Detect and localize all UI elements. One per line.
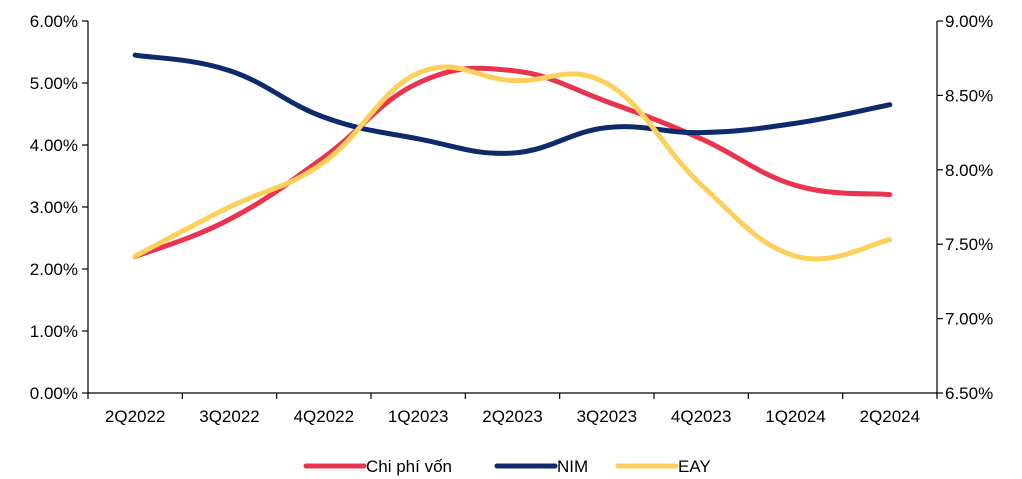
y-right-tick-label: 9.00% — [945, 12, 993, 31]
y-left-tick-label: 1.00% — [30, 322, 78, 341]
series-line-eay — [132, 64, 893, 262]
y-right-tick-label: 7.00% — [945, 310, 993, 329]
y-left-tick-label: 5.00% — [30, 74, 78, 93]
x-tick-label: 4Q2022 — [294, 407, 355, 426]
axes: 0.00% 1.00% 2.00% 3.00% 4.00% 5.00% 6.00% 6.50%… — [30, 12, 993, 426]
y-left-tick-label: 2.00% — [30, 260, 78, 279]
x-tick-label: 2Q2022 — [105, 407, 166, 426]
series-lines — [132, 52, 893, 262]
series-line-chi-phi-von — [132, 65, 893, 260]
x-tick-label: 1Q2024 — [765, 407, 826, 426]
x-tick-label: 2Q2024 — [860, 407, 921, 426]
y-right-tick-label: 7.50% — [945, 235, 993, 254]
x-tick-label: 3Q2023 — [577, 407, 638, 426]
x-tick-label: 4Q2023 — [671, 407, 732, 426]
y-right-tick-label: 6.50% — [945, 384, 993, 403]
legend-label-eay: EAY — [678, 457, 711, 476]
y-left-tick-label: 6.00% — [30, 12, 78, 31]
x-tick-label: 1Q2023 — [388, 407, 449, 426]
x-tick-label: 3Q2022 — [199, 407, 260, 426]
x-tick-label: 2Q2023 — [482, 407, 543, 426]
y-left-tick-label: 3.00% — [30, 198, 78, 217]
series-line-nim — [132, 52, 893, 156]
y-right-tick-label: 8.00% — [945, 161, 993, 180]
legend: Chi phí vốn NIM EAY — [303, 457, 711, 476]
legend-label-chi-phi-von: Chi phí vốn — [366, 457, 452, 476]
y-left-tick-label: 4.00% — [30, 136, 78, 155]
y-right-tick-label: 8.50% — [945, 86, 993, 105]
legend-label-nim: NIM — [557, 457, 588, 476]
y-left-tick-label: 0.00% — [30, 384, 78, 403]
